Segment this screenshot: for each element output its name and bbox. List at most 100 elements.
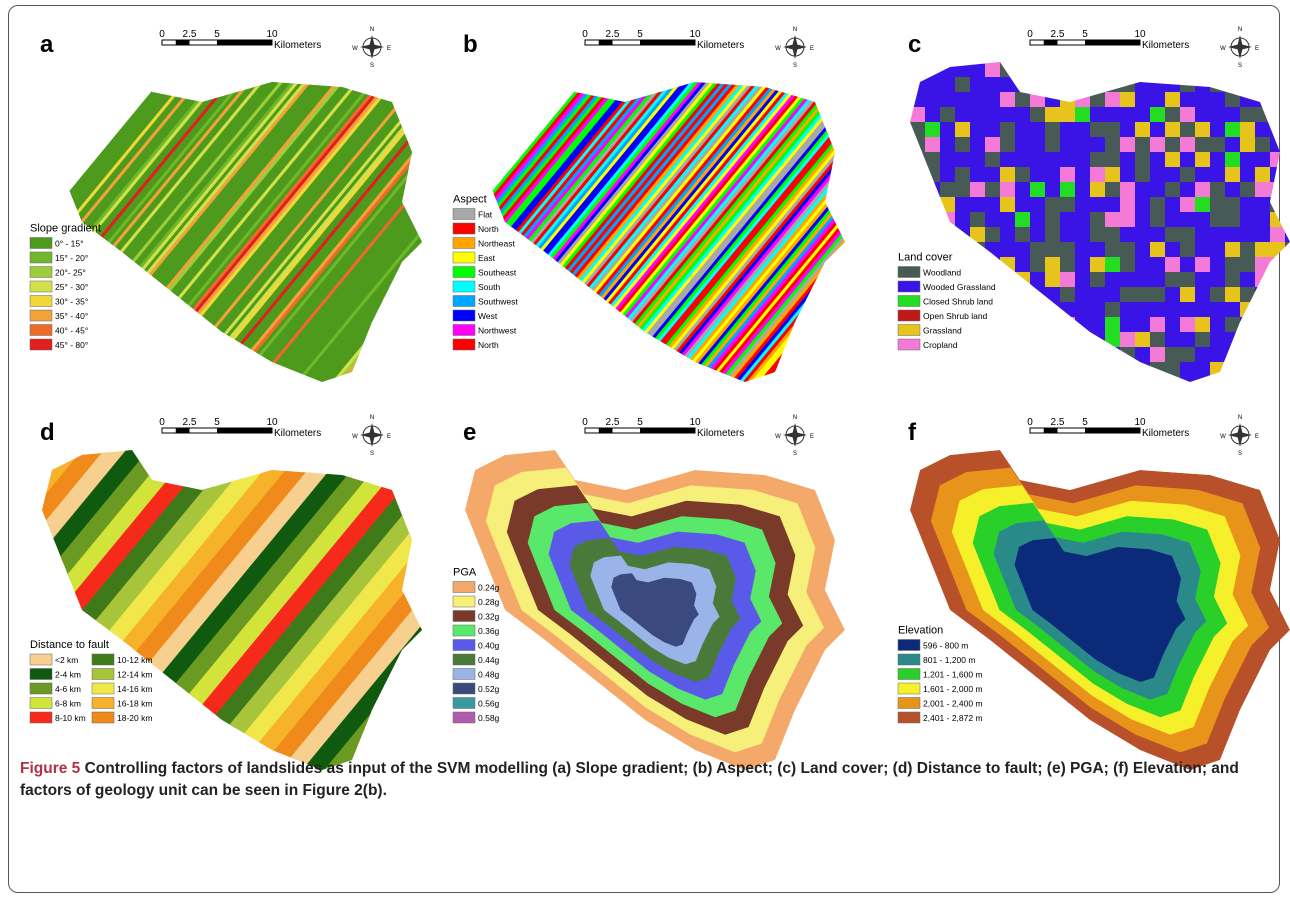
map-cell: [925, 107, 940, 122]
map-cell: [1075, 197, 1090, 212]
scale-bar-seg: [640, 40, 695, 45]
legend-swatch: [30, 310, 52, 321]
map-cell: [1030, 62, 1045, 77]
map-cell: [940, 77, 955, 92]
map-cell: [910, 197, 925, 212]
map-cell: [1090, 92, 1105, 107]
map-cell: [940, 182, 955, 197]
map-cell: [1030, 227, 1045, 242]
compass-letter: N: [793, 415, 797, 421]
map-cell: [1105, 122, 1120, 137]
map-cell: [1150, 257, 1165, 272]
map-cell: [1150, 317, 1165, 332]
scale-bar-seg: [1044, 40, 1058, 45]
scale-bar-seg: [640, 428, 695, 433]
map-cell: [1060, 152, 1075, 167]
legend-swatch: [898, 267, 920, 278]
legend-label: 18-20 km: [117, 713, 152, 723]
map-cell: [1150, 77, 1165, 92]
map-cell: [1240, 77, 1255, 92]
map-cell: [1120, 362, 1135, 377]
legend-title: PGA: [453, 567, 477, 579]
map-cell: [1075, 182, 1090, 197]
map-cell: [1150, 362, 1165, 377]
map-cell: [1135, 107, 1150, 122]
map-cell: [1255, 332, 1270, 347]
map-cell: [1045, 377, 1060, 392]
map-cell: [1135, 122, 1150, 137]
map-cell: [1270, 332, 1285, 347]
map-cell: [1225, 272, 1240, 287]
legend-label: Open Shrub land: [923, 311, 988, 321]
map-cell: [1225, 152, 1240, 167]
map-cell: [1270, 152, 1285, 167]
map-cell: [1045, 92, 1060, 107]
map-cell: [1195, 227, 1210, 242]
map-cell: [1240, 227, 1255, 242]
compass-letter: E: [1255, 434, 1259, 440]
map-cell: [910, 227, 925, 242]
map-band: [0, 410, 42, 810]
map-cell: [1135, 287, 1150, 302]
map-cell: [1255, 317, 1270, 332]
map-cell: [1210, 152, 1225, 167]
map-cell: [985, 77, 1000, 92]
map: [910, 62, 1290, 392]
map-cell: [1180, 137, 1195, 152]
map-cell: [1255, 197, 1270, 212]
legend-swatch: [898, 669, 920, 680]
legend-swatch: [898, 640, 920, 651]
map-cell: [1135, 242, 1150, 257]
map-cell: [910, 362, 925, 377]
map-cell: [1195, 182, 1210, 197]
map-cell: [925, 152, 940, 167]
map-cell: [1060, 92, 1075, 107]
map-cell: [1180, 272, 1195, 287]
legend-swatch: [30, 325, 52, 336]
map-cell: [1075, 152, 1090, 167]
map-cell: [1060, 122, 1075, 137]
panel-letter: a: [40, 31, 54, 58]
map-cell: [1285, 242, 1290, 257]
map-cell: [1270, 362, 1285, 377]
map-cell: [1120, 62, 1135, 77]
legend-label: East: [478, 253, 496, 263]
legend-swatch: [30, 267, 52, 278]
scale-bar-seg: [217, 428, 272, 433]
map-cell: [1210, 137, 1225, 152]
map-cell: [1195, 167, 1210, 182]
map-cell: [1210, 287, 1225, 302]
map-cell: [1180, 212, 1195, 227]
legend-label: 40° - 45°: [55, 326, 88, 336]
map-cell: [1255, 167, 1270, 182]
map-cell: [1285, 62, 1290, 77]
map-cell: [1285, 122, 1290, 137]
map-cell: [955, 92, 970, 107]
map-cell: [1000, 137, 1015, 152]
map-cell: [1060, 62, 1075, 77]
map-cell: [1000, 227, 1015, 242]
map-cell: [1135, 227, 1150, 242]
map-cell: [1195, 92, 1210, 107]
map-cell: [1150, 152, 1165, 167]
map-cell: [1255, 62, 1270, 77]
legend-swatch: [898, 683, 920, 694]
map-cell: [1165, 227, 1180, 242]
compass-letter: W: [1220, 46, 1226, 52]
map-cell: [1285, 227, 1290, 242]
map-cell: [1180, 257, 1195, 272]
caption-label: Figure 5: [20, 760, 80, 777]
map-cell: [940, 197, 955, 212]
compass-letter: S: [793, 451, 797, 457]
map-cell: [1105, 152, 1120, 167]
map-cell: [1045, 272, 1060, 287]
map-cell: [1060, 272, 1075, 287]
map-cell: [1045, 122, 1060, 137]
legend-swatch: [30, 698, 52, 709]
scale-label: 0: [159, 29, 165, 40]
map-cell: [1135, 272, 1150, 287]
legend-title: Land cover: [898, 252, 953, 264]
map-cell: [1060, 107, 1075, 122]
map-cell: [1240, 317, 1255, 332]
map-cell: [910, 92, 925, 107]
